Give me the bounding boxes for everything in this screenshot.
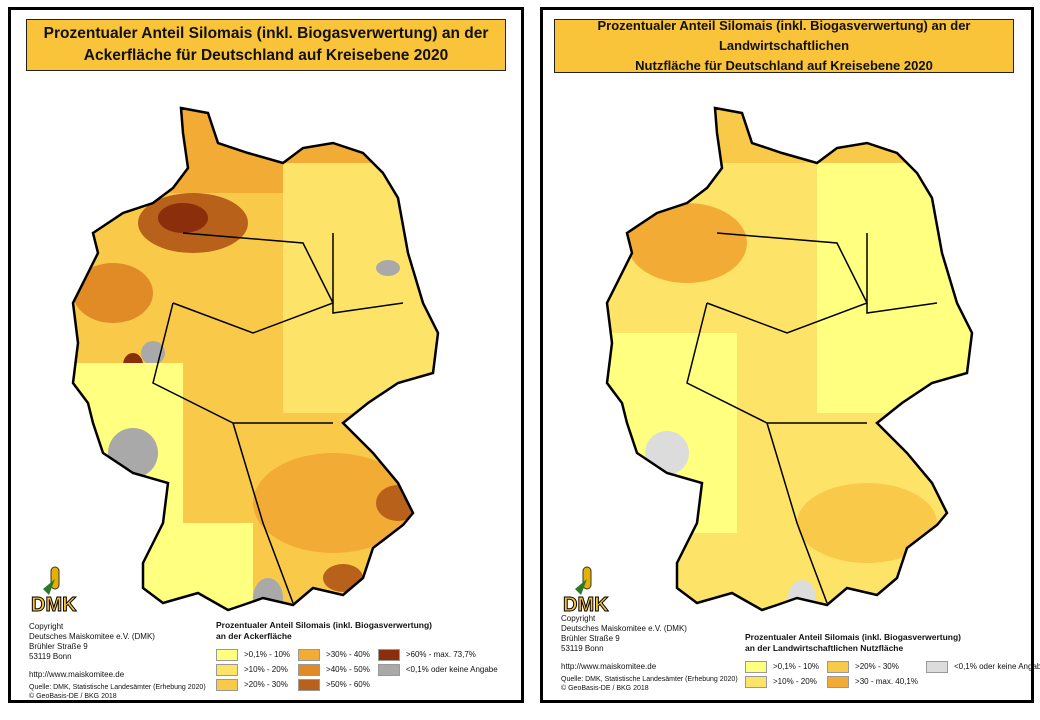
region-niederrhein xyxy=(73,263,153,323)
website-link[interactable]: http://www.maiskomitee.de xyxy=(561,662,657,671)
legend-swatch xyxy=(216,663,238,676)
legend-item: >60% - max. 73,7% xyxy=(377,647,498,662)
region-berlin xyxy=(376,260,400,276)
legend-swatch xyxy=(377,663,400,676)
dmk-logo: DMK xyxy=(561,565,611,617)
legend-label: >10% - 20% xyxy=(244,665,288,674)
region-south xyxy=(323,564,363,592)
region-nodata xyxy=(108,428,158,478)
legend-label: >40% - 50% xyxy=(326,665,370,674)
legend-label: <0,1% oder keine Angabe xyxy=(405,665,498,674)
legend: Prozentualer Anteil Silomais (inkl. Biog… xyxy=(745,632,1040,689)
germany-district-map xyxy=(605,106,974,612)
legend-swatch xyxy=(925,660,948,673)
svg-text:DMK: DMK xyxy=(31,594,77,615)
region-nodata xyxy=(645,431,689,475)
copyright-block: Copyright Deutsches Maiskomitee e.V. (DM… xyxy=(561,614,738,692)
copyright-block: Copyright Deutsches Maiskomitee e.V. (DM… xyxy=(29,622,206,700)
legend-item: >30% - 40% xyxy=(298,647,370,662)
legend-label: >20% - 30% xyxy=(244,680,288,689)
legend-item: >30 - max. 40,1% xyxy=(827,674,918,689)
legend-item: >10% - 20% xyxy=(216,662,290,677)
region-north xyxy=(73,108,438,193)
region-north xyxy=(607,108,972,163)
map-panel-lf: Prozentualer Anteil Silomais (inkl. Biog… xyxy=(540,7,1040,703)
legend-swatch xyxy=(298,678,321,691)
legend: Prozentualer Anteil Silomais (inkl. Biog… xyxy=(216,620,498,692)
legend-swatch xyxy=(298,648,321,661)
legend-label: <0,1% oder keine Angabe xyxy=(953,662,1040,671)
legend-swatch xyxy=(377,648,400,661)
map-title: Prozentualer Anteil Silomais (inkl. Biog… xyxy=(26,19,506,71)
legend-item: >20% - 30% xyxy=(216,677,290,692)
map-panel-ackerflaeche: Prozentualer Anteil Silomais (inkl. Biog… xyxy=(8,7,524,703)
svg-text:DMK: DMK xyxy=(563,594,609,615)
region-east xyxy=(817,163,972,413)
region-bavaria xyxy=(253,453,413,553)
legend-item: >50% - 60% xyxy=(298,677,370,692)
website-link[interactable]: http://www.maiskomitee.de xyxy=(29,670,125,679)
legend-swatch xyxy=(745,660,767,673)
legend-item: <0,1% oder keine Angabe xyxy=(925,659,1040,674)
legend-label: >20% - 30% xyxy=(855,662,899,671)
legend-label: >0,1% - 10% xyxy=(244,650,291,659)
legend-label: >10% - 20% xyxy=(773,677,817,686)
legend-swatch xyxy=(298,663,321,676)
legend-label: >50% - 60% xyxy=(326,680,370,689)
map-title: Prozentualer Anteil Silomais (inkl. Biog… xyxy=(554,18,1014,73)
region-bavaria xyxy=(797,483,937,563)
region-nodata xyxy=(141,341,165,365)
legend-label: >30 - max. 40,1% xyxy=(855,677,918,686)
legend-item: >0,1% - 10% xyxy=(216,647,290,662)
dmk-logo: DMK xyxy=(29,565,79,617)
legend-item: >20% - 30% xyxy=(827,659,918,674)
region-east xyxy=(283,163,438,413)
legend-item: >0,1% - 10% xyxy=(745,659,819,674)
legend-item: >40% - 50% xyxy=(298,662,370,677)
legend-label: >0,1% - 10% xyxy=(773,662,820,671)
region-northwest xyxy=(627,203,747,283)
legend-item: <0,1% oder keine Angabe xyxy=(377,662,498,677)
legend-item: >10% - 20% xyxy=(745,674,819,689)
region-max xyxy=(158,203,208,233)
legend-swatch xyxy=(827,660,850,673)
region-southeast xyxy=(376,485,420,521)
legend-swatch xyxy=(216,678,238,691)
legend-swatch xyxy=(216,648,238,661)
legend-label: >60% - max. 73,7% xyxy=(405,650,476,659)
germany-district-map xyxy=(71,106,440,612)
legend-label: >30% - 40% xyxy=(326,650,370,659)
legend-swatch xyxy=(745,675,767,688)
legend-swatch xyxy=(827,675,850,688)
